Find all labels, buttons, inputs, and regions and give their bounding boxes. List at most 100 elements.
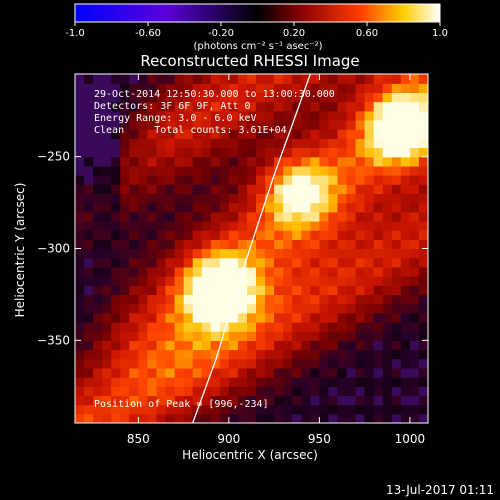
heatmap-cell: [337, 395, 348, 406]
heatmap-cell: [256, 129, 266, 139]
heatmap-cell: [319, 395, 330, 406]
heatmap-cell: [237, 138, 248, 149]
heatmap-cell: [319, 322, 330, 332]
heatmap-cell: [400, 276, 411, 286]
heatmap-cell: [165, 92, 176, 103]
y-tick-label: −250: [37, 150, 70, 164]
heatmap-cell: [174, 331, 185, 341]
heatmap-cell: [355, 92, 366, 103]
heatmap-cell: [337, 349, 348, 360]
heatmap-cell: [346, 386, 357, 397]
heatmap-cell: [409, 322, 420, 332]
heatmap-cell: [400, 239, 411, 250]
heatmap-cell: [373, 110, 384, 121]
heatmap-cell: [328, 239, 339, 250]
heatmap-cell: [319, 294, 330, 305]
heatmap-cell: [138, 220, 149, 231]
heatmap-cell: [409, 147, 420, 158]
heatmap-cell: [283, 230, 293, 240]
heatmap-cell: [301, 156, 311, 167]
heatmap-cell: [183, 101, 194, 112]
heatmap-cell: [247, 110, 257, 121]
heatmap-cell: [75, 193, 85, 204]
heatmap-cell: [346, 220, 357, 231]
heatmap-cell: [138, 129, 149, 139]
heatmap-cell: [75, 413, 85, 423]
heatmap-cell: [183, 248, 194, 259]
heatmap-cell: [274, 101, 284, 112]
heatmap-cell: [210, 395, 221, 406]
heatmap-cell: [346, 276, 357, 286]
heatmap-cell: [328, 101, 339, 112]
heatmap-cell: [210, 202, 221, 213]
heatmap-cell: [346, 92, 357, 103]
heatmap-cell: [102, 257, 112, 268]
heatmap-cell: [147, 156, 158, 167]
heatmap-cell: [355, 239, 366, 250]
heatmap-cell: [102, 101, 112, 112]
heatmap-cell: [228, 266, 239, 277]
heatmap-cell: [400, 101, 411, 112]
heatmap-cell: [400, 211, 411, 222]
heatmap-cell: [165, 129, 176, 139]
heatmap-cell: [237, 220, 248, 231]
heatmap-cell: [418, 230, 428, 240]
heatmap-cell: [228, 404, 239, 415]
heatmap-cell: [274, 386, 284, 397]
heatmap-cell: [418, 377, 428, 387]
heatmap-cell: [400, 248, 411, 259]
heatmap-cell: [265, 83, 275, 93]
heatmap-cell: [237, 349, 248, 360]
heatmap-cell: [129, 377, 139, 387]
heatmap-cell: [93, 202, 103, 213]
heatmap-cell: [310, 312, 320, 323]
heatmap-cell: [373, 230, 384, 240]
heatmap-cell: [391, 220, 402, 231]
heatmap-cell: [301, 175, 311, 185]
heatmap-cell: [418, 340, 428, 351]
heatmap-cell: [328, 404, 339, 415]
heatmap-cell: [156, 239, 167, 250]
heatmap-cell: [219, 220, 230, 231]
heatmap-cell: [147, 138, 158, 149]
heatmap-cell: [111, 377, 121, 387]
heatmap-cell: [391, 165, 402, 176]
heatmap-cell: [391, 386, 402, 397]
heatmap-cell: [310, 202, 320, 213]
heatmap-cell: [210, 386, 221, 397]
heatmap-cell: [156, 74, 167, 84]
heatmap-cell: [274, 110, 284, 121]
heatmap-cell: [111, 367, 121, 378]
heatmap-cell: [364, 175, 375, 185]
heatmap-cell: [328, 110, 339, 121]
heatmap-cell: [102, 248, 112, 259]
heatmap-cell: [337, 202, 348, 213]
heatmap-cell: [364, 377, 375, 387]
heatmap-cell: [147, 220, 158, 231]
heatmap-cell: [129, 175, 139, 185]
heatmap-cell: [237, 230, 248, 240]
heatmap-cell: [75, 211, 85, 222]
heatmap-cell: [292, 285, 302, 295]
heatmap-cell: [292, 322, 302, 332]
heatmap-cell: [219, 110, 230, 121]
heatmap-cell: [93, 92, 103, 103]
heatmap-cell: [292, 230, 302, 240]
heatmap-cell: [129, 129, 139, 139]
heatmap-cell: [247, 220, 257, 231]
heatmap-cell: [156, 83, 167, 93]
heatmap-cell: [156, 220, 167, 231]
heatmap-cell: [165, 138, 176, 149]
heatmap-cell: [201, 285, 212, 295]
heatmap-cell: [111, 119, 121, 130]
heatmap-cell: [247, 119, 257, 130]
heatmap-cell: [283, 257, 293, 268]
heatmap-cell: [418, 386, 428, 397]
heatmap-cell: [102, 294, 112, 305]
heatmap-cell: [247, 257, 257, 268]
heatmap-cell: [391, 119, 402, 130]
heatmap-cell: [138, 101, 149, 112]
heatmap-cell: [129, 413, 139, 423]
heatmap-cell: [156, 386, 167, 397]
heatmap-cell: [274, 303, 284, 314]
